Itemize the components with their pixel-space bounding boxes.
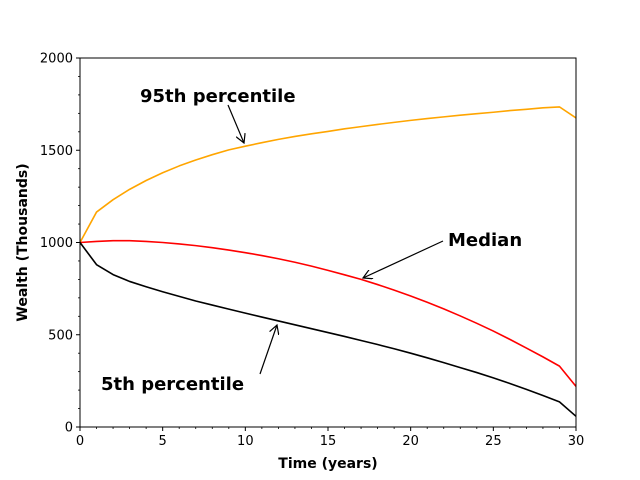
y-tick-label: 500 [48,328,73,343]
annotation-5th-arrow [259,325,277,375]
series-layer [79,106,577,417]
annotation-5th: 5th percentile [101,325,277,395]
x-tick-label: 0 [76,434,84,449]
x-tick-label: 30 [568,434,585,449]
annotation-95th: 95th percentile [140,86,296,143]
x-tick-label: 25 [485,434,502,449]
series-line-5th-percentile [79,242,577,417]
annotation-5th-label: 5th percentile [101,374,244,395]
y-tick-label: 1000 [40,236,73,251]
y-axis-label: Wealth (Thousands) [15,163,31,321]
x-tick-label: 5 [159,434,167,449]
y-tick-label: 1500 [40,144,73,159]
annotation-95th-label: 95th percentile [140,86,296,107]
x-tick-label: 15 [320,434,337,449]
x-tick-label: 10 [237,434,254,449]
ticks-layer: 0 5 10 15 20 25 30 0 500 1000 1500 2000 [40,52,584,450]
annotation-median-arrow [363,240,444,278]
x-tick-label: 20 [402,434,419,449]
y-tick-label: 2000 [40,52,73,67]
annotation-95th-arrow [227,104,244,143]
series-line-95th-percentile [79,106,577,243]
annotation-median-label: Median [448,230,522,251]
x-axis-label: Time (years) [278,456,377,472]
series-line-median [79,239,577,387]
annotation-median: Median [363,230,522,278]
y-tick-label: 0 [65,421,73,436]
